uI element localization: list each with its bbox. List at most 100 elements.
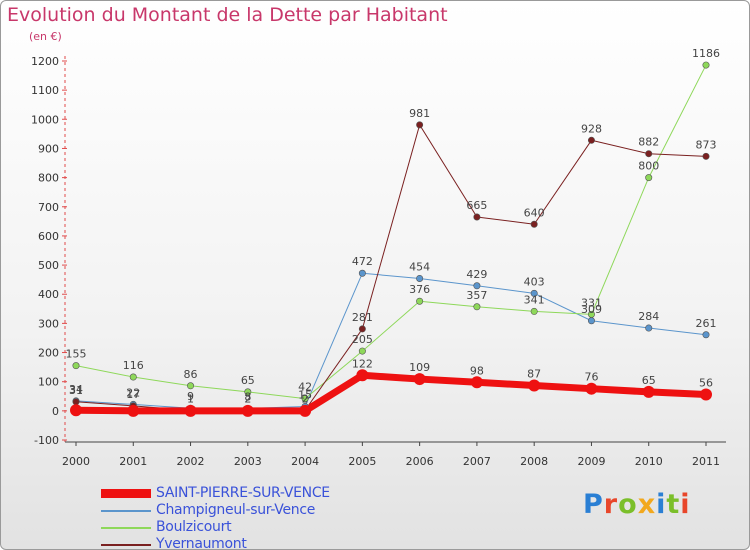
data-label: 76 <box>584 371 598 384</box>
legend-swatch <box>101 510 151 512</box>
data-point <box>473 282 481 290</box>
data-label: 981 <box>409 107 430 120</box>
data-label: 42 <box>298 381 312 394</box>
x-tick-label: 2001 <box>119 455 147 468</box>
data-point <box>585 382 598 395</box>
data-label: 261 <box>696 317 717 330</box>
data-label: 928 <box>581 122 602 135</box>
data-point <box>358 269 366 277</box>
x-tick-label: 2004 <box>291 455 319 468</box>
logo-letter: i <box>680 489 691 520</box>
data-point <box>645 174 653 182</box>
data-label: 1186 <box>692 47 720 60</box>
data-point <box>187 382 195 390</box>
data-point <box>416 121 424 129</box>
data-point <box>413 373 426 386</box>
data-point <box>72 362 80 370</box>
data-point <box>301 395 309 403</box>
data-point <box>416 274 424 282</box>
y-tick-label: 900 <box>38 142 59 155</box>
y-tick-label: 100 <box>38 376 59 389</box>
data-point <box>358 325 366 333</box>
data-point <box>416 297 424 305</box>
y-tick-label: 1200 <box>31 55 59 68</box>
data-label: 98 <box>470 364 484 377</box>
data-label: 800 <box>638 160 659 173</box>
x-tick-label: 2011 <box>692 455 720 468</box>
legend-label: SAINT-PIERRE-SUR-VENCE <box>156 485 330 501</box>
data-label: 109 <box>409 361 430 374</box>
data-label: 2 <box>244 392 251 405</box>
data-label: 454 <box>409 260 430 273</box>
y-tick-label: 700 <box>38 201 59 214</box>
data-point <box>473 303 481 311</box>
legend-label: Boulzicourt <box>156 519 232 535</box>
series-line <box>75 64 707 400</box>
data-label: 309 <box>581 303 602 316</box>
data-label: 17 <box>126 388 140 401</box>
data-label: 122 <box>352 357 373 370</box>
logo-letter: i <box>656 489 667 520</box>
data-point <box>587 136 595 144</box>
data-label: 8 <box>244 391 251 404</box>
legend-swatch <box>101 544 151 546</box>
data-point <box>129 373 137 381</box>
legend-swatch <box>101 489 151 498</box>
data-label: 86 <box>184 368 198 381</box>
legend-label: Yvernaumont <box>156 536 247 550</box>
data-point <box>702 331 710 339</box>
data-point <box>530 289 538 297</box>
y-tick-label: 600 <box>38 230 59 243</box>
data-label: 155 <box>66 348 87 361</box>
data-label: 9 <box>187 390 194 403</box>
logo-letter: o <box>618 489 638 520</box>
series-line <box>72 371 710 415</box>
data-point <box>72 398 80 406</box>
x-tick-label: 2005 <box>348 455 376 468</box>
data-point <box>528 379 541 392</box>
x-tick-label: 2008 <box>520 455 548 468</box>
proxiti-logo: Proxiti <box>583 489 691 520</box>
data-label: 281 <box>352 311 373 324</box>
data-point <box>645 324 653 332</box>
logo-letter: P <box>583 489 604 520</box>
y-tick-label: 0 <box>52 405 59 418</box>
data-label: 403 <box>524 275 545 288</box>
data-point <box>702 152 710 160</box>
legend-label: Champigneul-sur-Vence <box>156 502 316 518</box>
data-point <box>530 220 538 228</box>
x-tick-label: 2000 <box>62 455 90 468</box>
data-label: 665 <box>466 199 487 212</box>
series-points <box>70 61 712 417</box>
data-point <box>299 404 312 417</box>
data-point <box>645 150 653 158</box>
axes: -100 0 100 200 300 400 500 600 700 800 900 1000 1100… <box>31 55 726 468</box>
data-label: 15 <box>298 388 312 401</box>
data-label: 65 <box>241 374 255 387</box>
data-label: 205 <box>352 333 373 346</box>
data-point <box>358 347 366 355</box>
data-label: 472 <box>352 255 373 268</box>
data-point <box>356 369 369 382</box>
chart-title: Evolution du Montant de la Dette par Hab… <box>7 4 448 26</box>
data-point <box>244 388 252 396</box>
data-label: 640 <box>524 206 545 219</box>
data-label: 31 <box>69 384 83 397</box>
data-label: 284 <box>638 310 659 323</box>
y-tick-label: 1100 <box>31 84 59 97</box>
data-point <box>530 307 538 315</box>
data-point <box>702 61 710 69</box>
data-point <box>642 385 655 398</box>
data-point <box>184 404 197 417</box>
y-tick-label: 500 <box>38 259 59 272</box>
data-point <box>473 213 481 221</box>
x-tick-label: 2007 <box>463 455 491 468</box>
data-point <box>470 376 483 389</box>
x-tick-label: 2002 <box>177 455 205 468</box>
data-label: 56 <box>699 377 713 390</box>
data-label: 22 <box>126 386 140 399</box>
logo-letter: x <box>637 489 657 520</box>
